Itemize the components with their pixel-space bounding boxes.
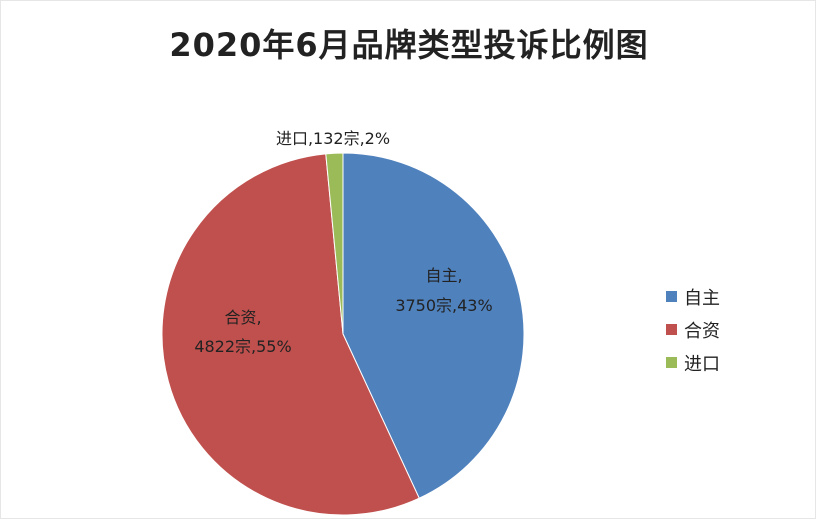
- slice-label-0: 自主,: [425, 266, 462, 285]
- legend-item-hezi: 合资: [666, 313, 720, 346]
- slice-label-2: 进口,132宗,2%: [276, 129, 390, 148]
- slice-value-label-0: 3750宗,43%: [395, 296, 492, 315]
- slice-label-1: 合资,: [224, 308, 261, 327]
- legend-label: 进口: [684, 353, 720, 375]
- legend-item-zizhu: 自主: [666, 280, 720, 313]
- legend-label: 自主: [684, 287, 720, 309]
- chart-title: 2020年6月品牌类型投诉比例图: [169, 26, 649, 64]
- legend: 自主 合资 进口: [666, 280, 720, 379]
- slice-labels: 自主, 3750宗,43% 合资, 4822宗,55% 进口,132宗,2%: [194, 129, 492, 356]
- legend-label: 合资: [684, 320, 720, 342]
- legend-item-jinkou: 进口: [666, 346, 720, 379]
- legend-swatch: [666, 291, 677, 302]
- slice-value-label-1: 4822宗,55%: [194, 337, 291, 356]
- pie-slice-0: [342, 152, 525, 499]
- legend-swatch: [666, 357, 677, 368]
- pie-slices: [161, 152, 525, 516]
- pie-slice-2: [325, 152, 344, 335]
- pie-slice-1: [161, 153, 420, 516]
- legend-swatch: [666, 324, 677, 335]
